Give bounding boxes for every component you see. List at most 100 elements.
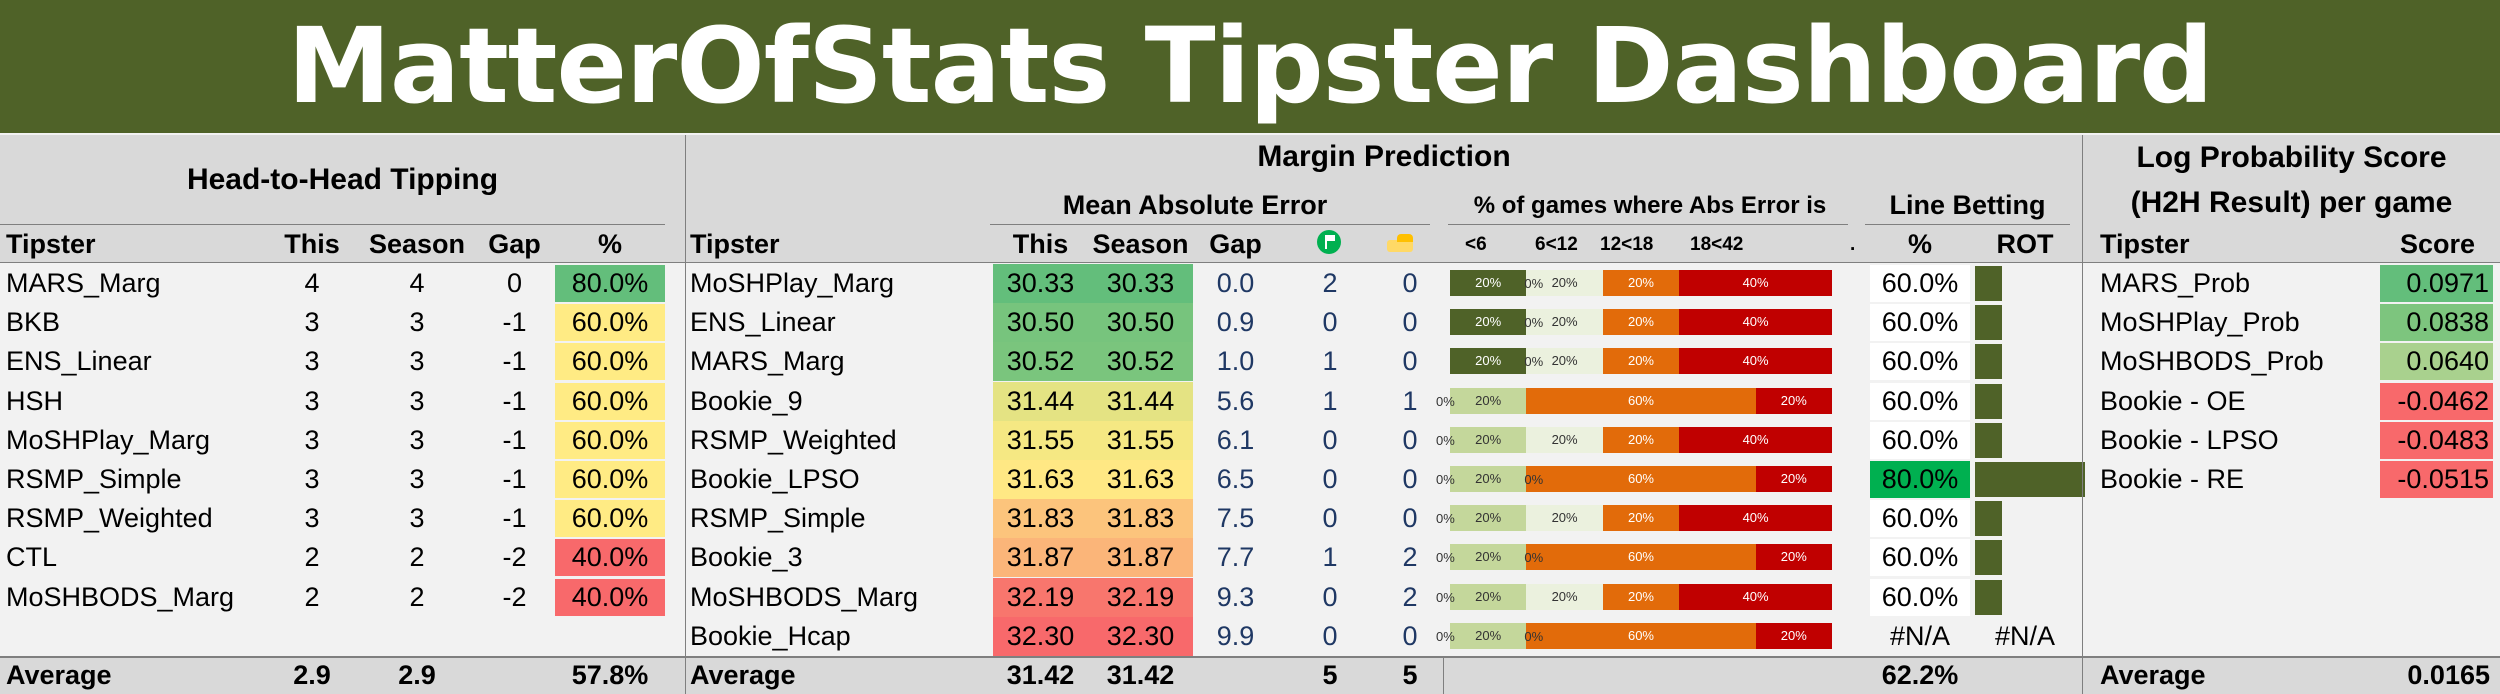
h2h-tipster-name: MoSHBODS_Marg bbox=[6, 581, 235, 612]
h2h-gap-value: -1 bbox=[502, 307, 527, 338]
rot-bar bbox=[1975, 266, 2003, 301]
line-pct-value: 80.0% bbox=[1870, 461, 1970, 498]
margin-average-b: 5 bbox=[1402, 660, 1418, 690]
h2h-this-value: 2 bbox=[304, 581, 320, 612]
margin-tipster-name: MoSHBODS_Marg bbox=[690, 581, 919, 612]
mae-season-value: 30.33 bbox=[1088, 264, 1193, 303]
h2h-col-season: Season bbox=[368, 229, 466, 259]
h2h-average-this: 2.9 bbox=[293, 660, 331, 690]
mae-season-value: 32.30 bbox=[1088, 616, 1193, 656]
hand-count: 0 bbox=[1402, 307, 1418, 338]
logprob-score-value: 0.0838 bbox=[2380, 304, 2493, 342]
mae-this-value: 30.33 bbox=[993, 264, 1088, 303]
mae-gap-value: 0.0 bbox=[1216, 268, 1255, 298]
logprob-score-value: -0.0462 bbox=[2380, 382, 2493, 420]
h2h-season-value: 2 bbox=[409, 581, 425, 612]
margin-tipster-name: MARS_Marg bbox=[690, 346, 845, 377]
rot-bar bbox=[1975, 501, 2003, 537]
margin-heading: Margin Prediction bbox=[1257, 140, 1511, 173]
margin-tipster-name: RSMP_Weighted bbox=[690, 424, 897, 455]
abs-error-segment: 20% bbox=[1450, 583, 1527, 610]
flag-count: 0 bbox=[1322, 581, 1338, 612]
h2h-pct-value: 60.0% bbox=[555, 343, 665, 381]
h2h-season-value: 3 bbox=[409, 424, 425, 455]
flag-count: 0 bbox=[1322, 620, 1338, 651]
h2h-this-value: 4 bbox=[304, 268, 320, 298]
h2h-tipster-name: HSH bbox=[6, 385, 64, 416]
logprob-tipster-name: Bookie - RE bbox=[2100, 464, 2245, 494]
h2h-season-value: 3 bbox=[409, 464, 425, 494]
abs-error-segment: 20% bbox=[1526, 309, 1603, 336]
logprob-heading-1: Log Probability Score bbox=[2136, 141, 2447, 174]
line-pct-value: 60.0% bbox=[1870, 578, 1970, 616]
margin-average-season: 31.42 bbox=[1106, 660, 1175, 690]
mae-season-value: 31.44 bbox=[1088, 381, 1193, 421]
h2h-heading: Head-to-Head Tipping bbox=[186, 163, 499, 196]
line-pct-value: 60.0% bbox=[1870, 500, 1970, 538]
rot-bar bbox=[1975, 344, 2003, 380]
abs-error-zero-label: 0% bbox=[1524, 276, 1544, 291]
abs-error-segment: 60% bbox=[1526, 622, 1756, 649]
flag-count: 1 bbox=[1322, 385, 1338, 416]
h2h-season-value: 4 bbox=[409, 268, 425, 298]
mae-season-value: 31.83 bbox=[1088, 499, 1193, 539]
h2h-col-tipster: Tipster bbox=[6, 229, 96, 259]
abs-error-segment: 20% bbox=[1526, 426, 1603, 453]
h2h-average-pct: 57.8% bbox=[571, 660, 649, 690]
rot-bar bbox=[1975, 540, 2003, 576]
abs-error-segment: 60% bbox=[1526, 387, 1756, 414]
h2h-pct-value: 80.0% bbox=[555, 265, 665, 302]
abs-error-segment: 20% bbox=[1450, 309, 1527, 336]
h2h-this-value: 3 bbox=[304, 385, 320, 416]
h2h-season-value: 3 bbox=[409, 385, 425, 416]
abs-error-segment: 20% bbox=[1755, 466, 1832, 492]
h2h-tipster-name: CTL bbox=[6, 542, 58, 573]
line-betting-heading: Line Betting bbox=[1889, 190, 2046, 220]
abs-error-segment: 20% bbox=[1602, 505, 1680, 532]
logprob-header-bg bbox=[2083, 135, 2500, 263]
mae-season-value: 30.50 bbox=[1088, 303, 1193, 343]
mae-this-value: 32.19 bbox=[993, 577, 1088, 617]
h2h-pct-value: 60.0% bbox=[555, 500, 665, 538]
margin-col-this: This bbox=[1012, 229, 1069, 259]
panel-divider-1 bbox=[685, 135, 686, 694]
abs-error-zero-label: 0% bbox=[1524, 354, 1544, 370]
abs-error-zero-label: 0% bbox=[1436, 511, 1455, 527]
header-bottom-rule bbox=[0, 262, 2500, 263]
abs-error-zero-label: 0% bbox=[1524, 315, 1544, 331]
abs-error-segment: 20% bbox=[1755, 622, 1832, 649]
abs-error-segment: 60% bbox=[1526, 466, 1756, 492]
rot-bar bbox=[1975, 305, 2003, 341]
h2h-this-value: 3 bbox=[304, 307, 320, 338]
margin-average-pct: 62.2% bbox=[1881, 660, 1959, 690]
abs-error-segment: 20% bbox=[1602, 583, 1680, 610]
line-pct-value: 60.0% bbox=[1870, 304, 1970, 342]
hand-icon bbox=[1387, 234, 1417, 252]
h2h-pct-value: 60.0% bbox=[555, 382, 665, 420]
margin-average-label: Average bbox=[690, 660, 796, 690]
h2h-this-value: 3 bbox=[304, 503, 320, 534]
h2h-tipster-name: BKB bbox=[6, 307, 61, 338]
h2h-this-value: 3 bbox=[304, 346, 320, 377]
h2h-pct-value: 40.0% bbox=[555, 539, 665, 577]
line-col-pct: % bbox=[1907, 229, 1932, 259]
mae-this-value: 31.87 bbox=[993, 538, 1088, 578]
abs-error-zero-label: 0% bbox=[1524, 628, 1544, 644]
abs-error-zero-label: 0% bbox=[1436, 550, 1455, 566]
abs-error-segment: 20% bbox=[1450, 426, 1527, 453]
h2h-average-season: 2.9 bbox=[398, 660, 436, 690]
margin-tipster-name: Bookie_Hcap bbox=[690, 620, 851, 651]
flag-count: 1 bbox=[1322, 346, 1338, 377]
line-pct-value: 60.0% bbox=[1870, 539, 1970, 577]
mae-gap-value: 6.1 bbox=[1216, 424, 1255, 455]
abs-error-zero-label: 0% bbox=[1436, 393, 1455, 409]
abs-error-segment: 60% bbox=[1526, 544, 1756, 571]
abs-error-segment: 20% bbox=[1602, 426, 1680, 453]
h2h-tipster-name: RSMP_Weighted bbox=[6, 503, 213, 534]
rot-bar bbox=[1975, 462, 2085, 497]
hand-count: 0 bbox=[1402, 268, 1418, 298]
h2h-gap-value: -2 bbox=[502, 581, 527, 612]
mae-gap-value: 7.5 bbox=[1216, 503, 1255, 534]
h2h-tipster-name: ENS_Linear bbox=[6, 346, 152, 377]
abs-error-segment: 20% bbox=[1602, 348, 1680, 375]
